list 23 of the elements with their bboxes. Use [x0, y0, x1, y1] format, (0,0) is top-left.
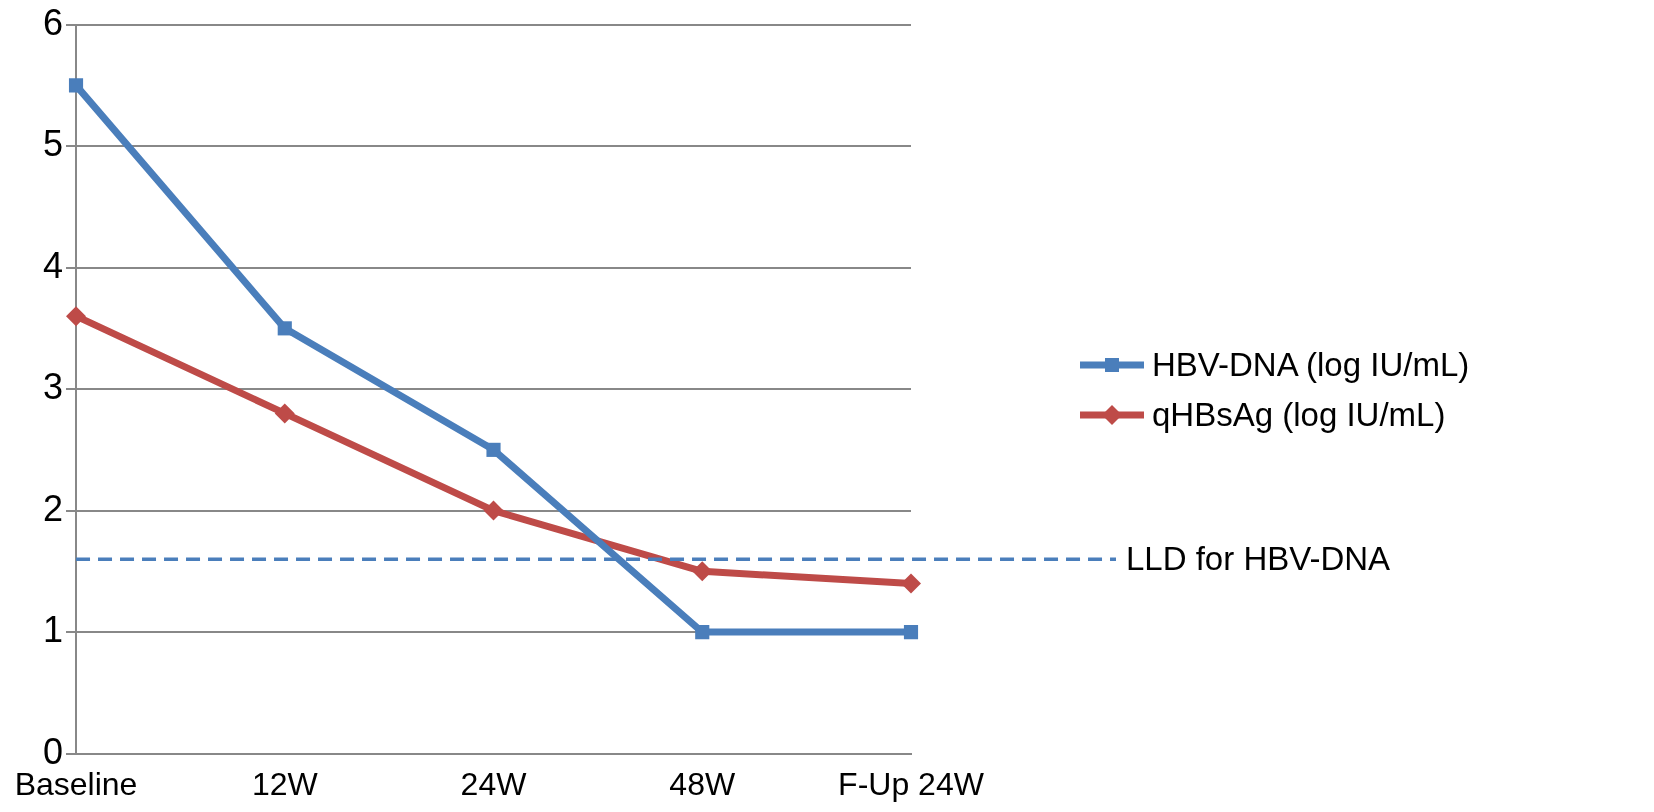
x-tick-label: F-Up 24W: [838, 765, 985, 802]
y-tick-label: 4: [42, 244, 64, 286]
point: [486, 442, 501, 457]
point: [66, 306, 87, 327]
y-tick-label: 6: [42, 1, 64, 43]
y-tick-label: 5: [42, 123, 64, 165]
point: [692, 561, 713, 582]
point: [68, 78, 84, 93]
legend-label: HBV-DNA (log IU/mL): [1152, 346, 1470, 384]
x-tick-label: 12W: [251, 765, 319, 802]
legend-label: qHBsAg (log IU/mL): [1152, 396, 1446, 434]
ref-line-label: LLD for HBV-DNA: [1126, 540, 1391, 578]
point: [274, 403, 295, 424]
x-tick-label: 24W: [460, 765, 528, 802]
x-tick-label: 48W: [669, 765, 736, 802]
point: [903, 625, 919, 640]
y-tick-label: 2: [42, 487, 64, 529]
point: [277, 321, 292, 336]
point: [695, 625, 710, 640]
y-tick-label: 1: [42, 609, 64, 651]
y-tick-label: 3: [42, 366, 64, 408]
point: [483, 500, 504, 521]
point: [901, 573, 921, 594]
